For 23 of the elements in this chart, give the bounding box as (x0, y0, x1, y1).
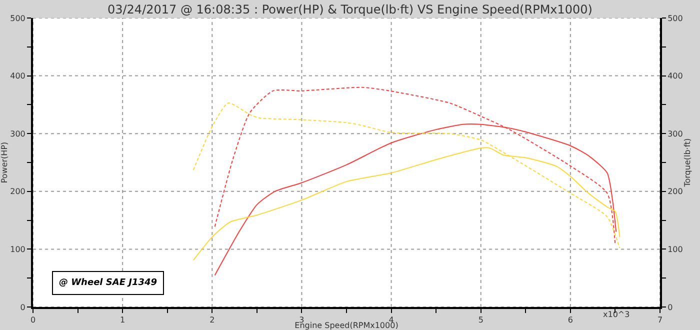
x-tick-label: 0 (30, 316, 36, 325)
y-tick-label: 100 (10, 245, 26, 254)
x-tick-label: 2 (210, 316, 215, 325)
x-tick-label: 5 (478, 316, 484, 325)
x-tick-label: 6 (568, 316, 573, 325)
y2-axis-title: Torque(lb·ft) (682, 138, 692, 188)
x-tick-label: 1 (120, 316, 126, 325)
y-tick-label: 300 (10, 129, 26, 138)
y-axis-title: Power(HP) (0, 142, 9, 184)
y-tick-label: 400 (10, 72, 26, 81)
y-tick-label: 500 (10, 14, 26, 23)
y-tick-label: 0 (20, 302, 26, 312)
y-tick-label: 200 (10, 187, 26, 196)
annotation: @ Wheel SAE J1349 (59, 278, 158, 288)
y2-tick-label: 200 (668, 187, 683, 196)
chart-title: 03/24/2017 @ 16:08:35 : Power(HP) & Torque(lb·ft) VS Engine Speed(RPMx1000) (107, 2, 593, 16)
y2-tick-label: 400 (668, 72, 683, 81)
y2-tick-label: 0 (668, 302, 673, 312)
y2-tick-label: 500 (668, 14, 683, 23)
y2-tick-label: 100 (668, 245, 683, 254)
text: x10^3 (603, 310, 630, 319)
y2-tick-label: 300 (668, 129, 683, 138)
x-tick-label: 7 (657, 316, 663, 325)
